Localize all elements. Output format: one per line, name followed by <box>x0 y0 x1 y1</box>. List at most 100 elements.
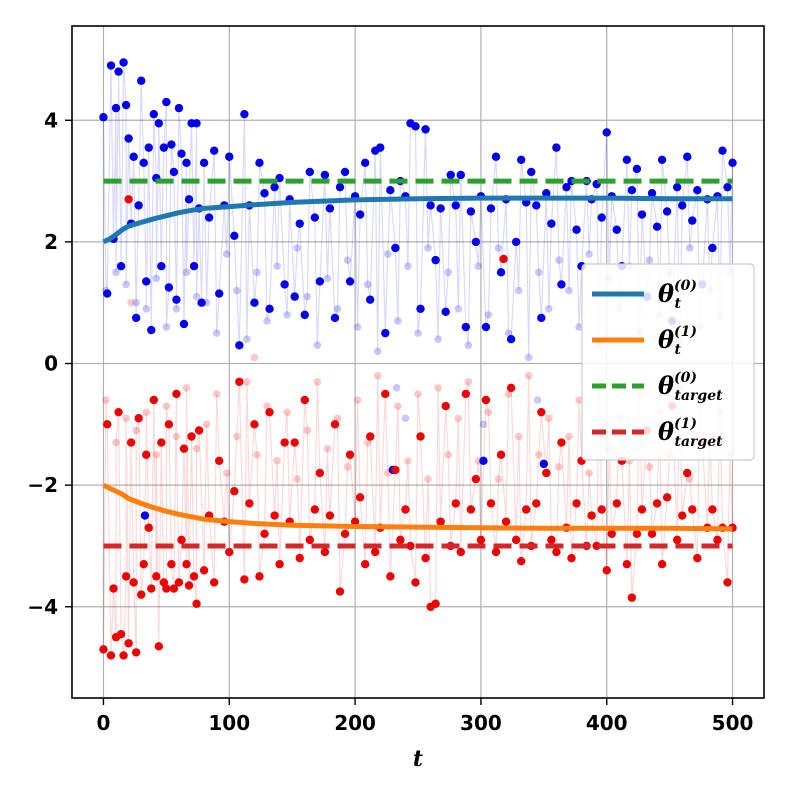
faint-red-point-47 <box>575 396 583 404</box>
red-point-57 <box>295 553 304 563</box>
blue-point-46 <box>235 341 244 350</box>
faint-red-point-25 <box>353 396 362 404</box>
y-tick-label-1: −2 <box>27 473 58 497</box>
faint-blue-point-26 <box>363 280 372 289</box>
blue-point-41 <box>209 146 219 155</box>
red-point-97 <box>496 450 506 459</box>
red-point-122 <box>622 560 632 569</box>
red-point-98 <box>501 517 511 526</box>
faint-blue-point-3 <box>132 298 140 307</box>
faint-red-point-29 <box>394 402 402 410</box>
faint-blue-point-40 <box>504 329 513 337</box>
faint-red-point-14 <box>243 377 251 386</box>
red-point-109 <box>557 438 566 447</box>
faint-red-point-17 <box>273 457 281 465</box>
blue-point-53 <box>270 182 279 192</box>
red-point-84 <box>431 599 440 608</box>
blue-point-7 <box>119 58 128 67</box>
red-point-7 <box>119 651 128 660</box>
red-point-104 <box>532 499 541 508</box>
blue-point-92 <box>466 207 476 216</box>
red-point-35 <box>189 572 199 581</box>
red-point-93 <box>476 535 486 545</box>
blue-point-125 <box>632 164 642 174</box>
faint-blue-point-31 <box>414 329 422 337</box>
blue-point-123 <box>622 155 632 164</box>
blue-point-83 <box>421 125 430 134</box>
red-point-12 <box>131 648 141 657</box>
blue-point-21 <box>154 119 164 128</box>
faint-red-point-13 <box>233 432 241 441</box>
red-point-53 <box>275 560 284 569</box>
faint-red-point-1 <box>112 438 120 447</box>
blue-point-39 <box>199 158 209 168</box>
blue-point-62 <box>315 277 325 286</box>
red-point-91 <box>466 505 476 514</box>
faint-blue-point-13 <box>233 286 241 295</box>
x-tick-label-2: 200 <box>334 711 376 735</box>
red-point-115 <box>587 511 596 520</box>
blue-point-50 <box>255 158 264 168</box>
blue-point-90 <box>456 170 465 180</box>
blue-point-128 <box>647 189 657 198</box>
faint-blue-point-2 <box>122 280 130 289</box>
red-point-67 <box>345 450 355 459</box>
faint-red-point-5 <box>152 450 161 459</box>
blue-point-42 <box>215 289 224 298</box>
blue-point-71 <box>360 158 370 168</box>
red-point-77 <box>396 535 405 545</box>
red-point-34 <box>187 432 196 441</box>
blue-point-95 <box>481 322 491 332</box>
faint-blue-point-8 <box>182 268 191 277</box>
red-point-71 <box>365 432 375 441</box>
red-point-123 <box>627 593 637 602</box>
blue-point-144 <box>728 158 737 168</box>
red-point-8 <box>121 572 131 581</box>
red-point-44 <box>230 487 239 496</box>
faint-red-point-7 <box>172 432 181 441</box>
blue-point-111 <box>562 182 571 192</box>
blue-point-30 <box>177 149 186 158</box>
red-point-56 <box>290 438 299 447</box>
red-point-135 <box>688 505 697 514</box>
x-tick-label-0: 0 <box>96 711 110 735</box>
red-point-130 <box>662 493 672 502</box>
red-point-63 <box>325 511 335 520</box>
legend-label-0: θ(0) t <box>658 278 697 312</box>
faint-red-point-18 <box>283 408 291 416</box>
red-point-94 <box>481 395 491 405</box>
red-point-139 <box>708 505 717 514</box>
blue-point-31 <box>179 319 189 329</box>
blue-point-2 <box>106 61 116 70</box>
red-point-21 <box>154 642 164 651</box>
blue-point-22 <box>157 262 166 271</box>
x-axis-label: t <box>413 746 423 772</box>
red-point-3 <box>109 584 118 593</box>
red-point-142 <box>723 578 732 587</box>
blue-point-9 <box>124 134 133 143</box>
faint-red-point-26 <box>363 438 372 447</box>
red-point-52 <box>270 511 279 520</box>
blue-point-44 <box>225 152 234 161</box>
blue-point-143 <box>723 182 732 192</box>
red-point-40 <box>209 578 219 587</box>
faint-blue-point-35 <box>454 304 463 313</box>
faint-red-point-33 <box>434 384 442 392</box>
red-point-17 <box>144 523 153 532</box>
series-lines <box>102 178 733 549</box>
red-point-2 <box>106 651 116 660</box>
red-point-105 <box>537 407 546 417</box>
faint-blue-point-41 <box>514 286 523 295</box>
blue-point-63 <box>320 170 330 180</box>
blue-point-104 <box>527 167 536 177</box>
red-point-108 <box>552 547 561 557</box>
faint-red-point-40 <box>504 390 513 398</box>
red-point-15 <box>139 560 148 569</box>
red-point-82 <box>421 553 430 563</box>
red-point-32 <box>182 560 191 569</box>
faint-red-point-2 <box>122 414 130 423</box>
faint-blue-point-38 <box>484 311 493 319</box>
red-point-107 <box>547 535 556 545</box>
grid <box>72 26 764 698</box>
faint-red-point-46 <box>565 432 573 441</box>
